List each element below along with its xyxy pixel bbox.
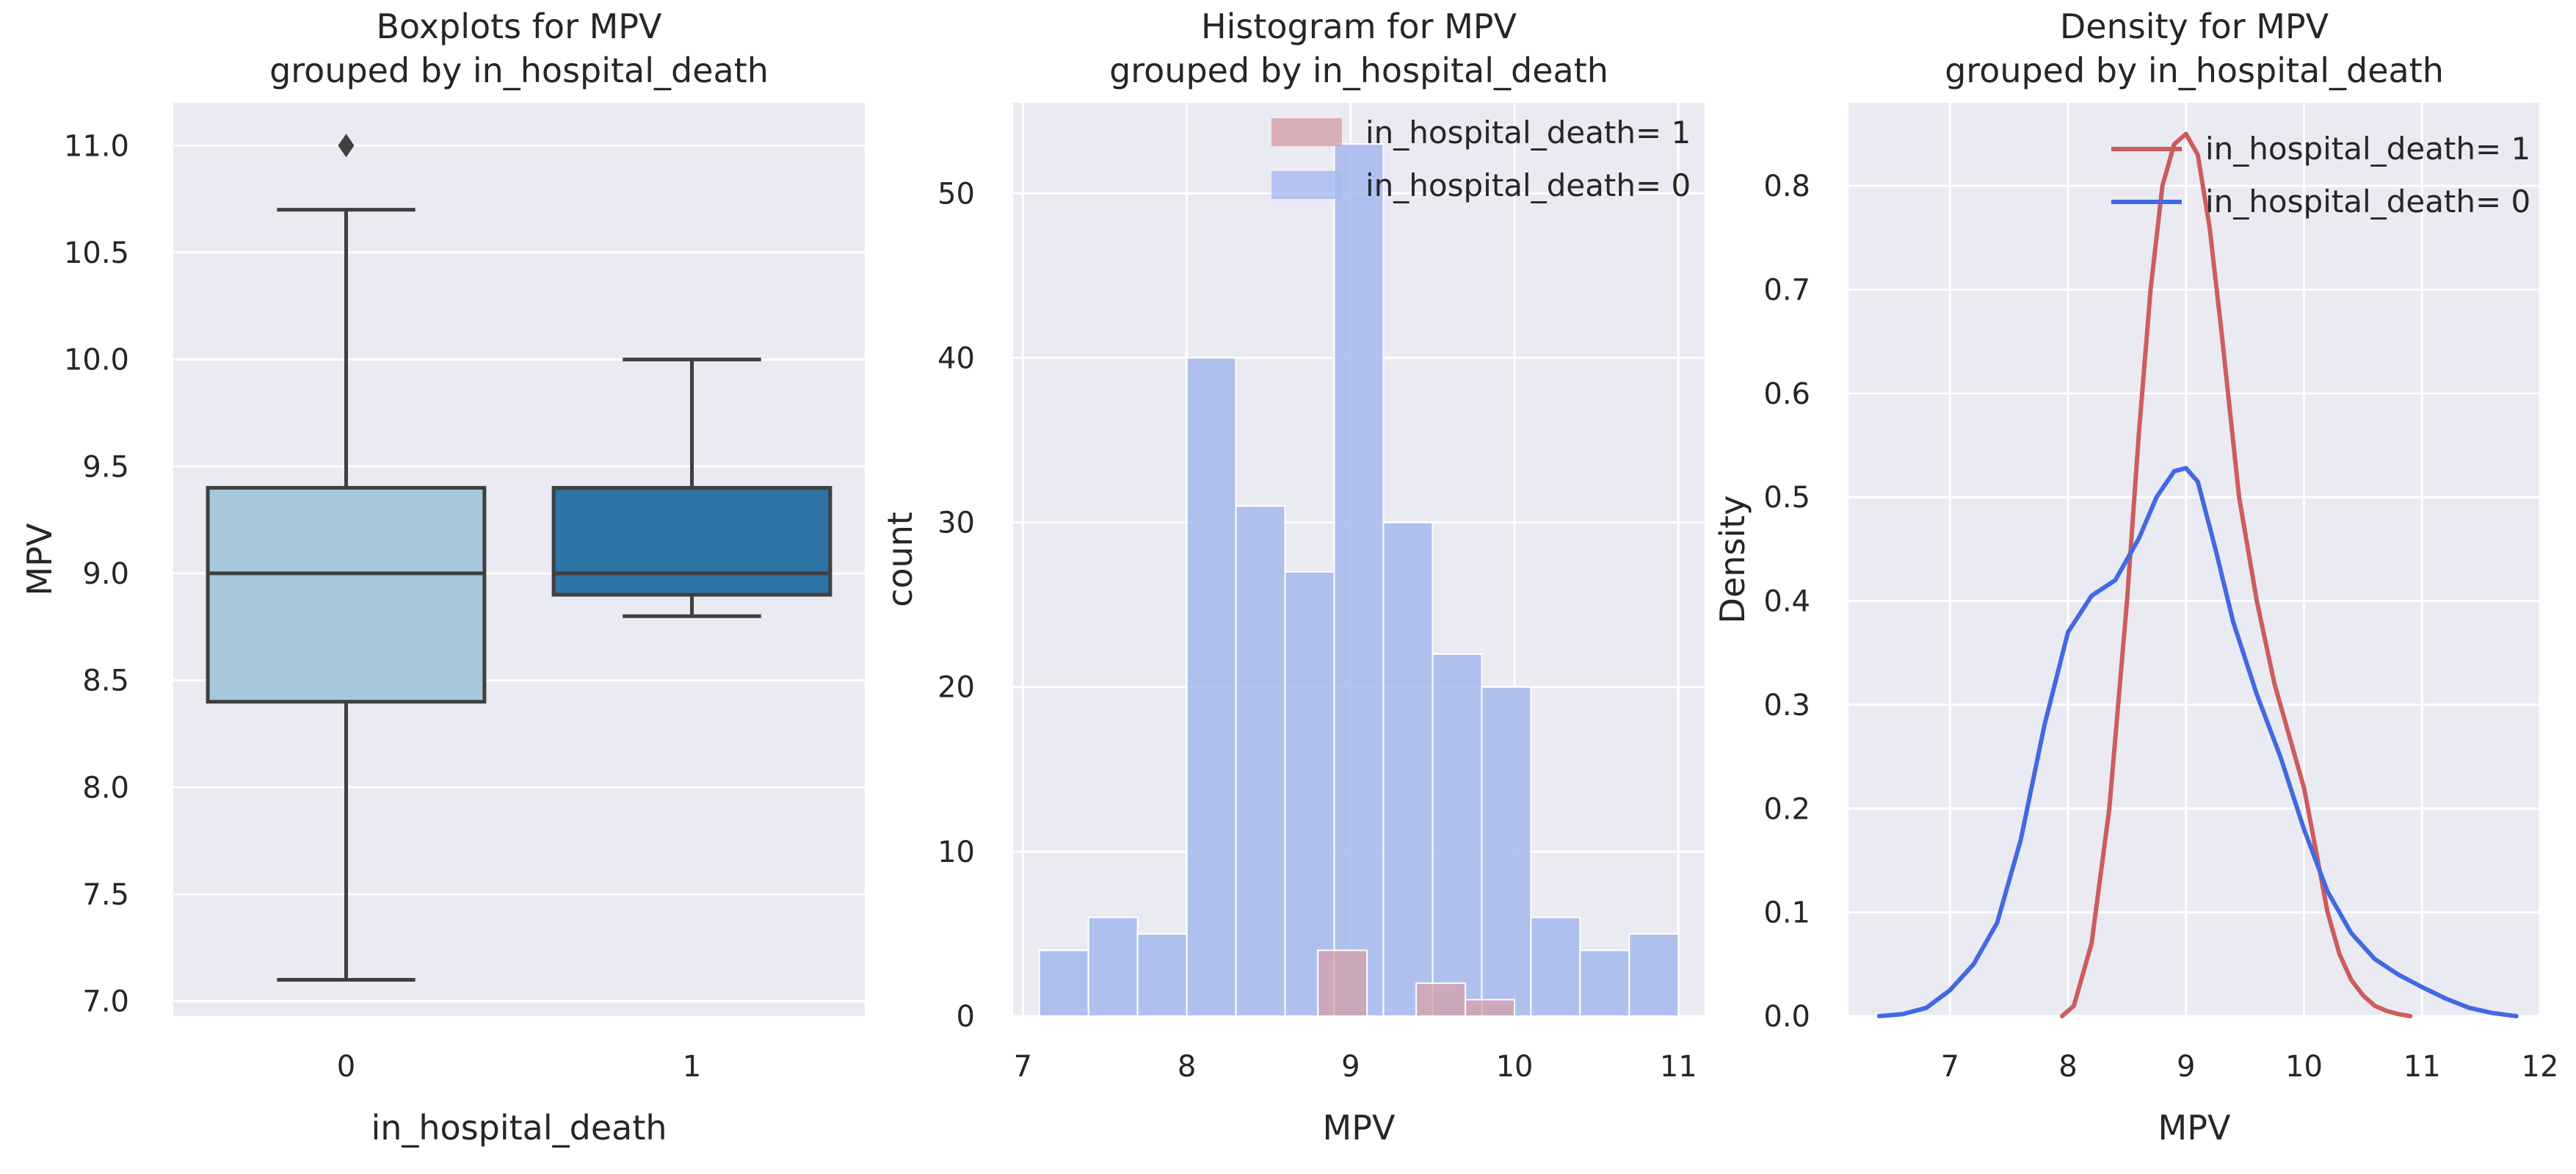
density-line-death-0 <box>1876 465 2519 1018</box>
x-axis-label: in_hospital_death <box>371 1108 667 1148</box>
density-panel: 0.0 0.1 0.2 0.3 0.4 0.5 0.6 0.7 0.8 7 8 9 10 11 12 in_h… <box>1713 7 2558 1148</box>
x-tick-label: 1 <box>683 1050 701 1084</box>
box-body <box>206 485 487 704</box>
legend-swatch <box>1271 118 1342 146</box>
x-tick-label: 8 <box>1178 1050 1196 1084</box>
density-line-death-1 <box>2060 131 2413 1018</box>
y-tick-label: 0.5 <box>1763 481 1810 515</box>
hist-series-death-0 <box>1038 143 1680 1018</box>
x-tick-label: 0 <box>337 1050 355 1084</box>
y-tick-label: 10 <box>937 836 975 869</box>
chart-title-line-2: grouped by in_hospital_death <box>269 51 769 90</box>
y-tick-label: 0.0 <box>1763 1000 1810 1034</box>
hist-bar <box>1235 505 1286 1017</box>
outlier-point <box>338 134 355 158</box>
hist-bar <box>1579 949 1630 1017</box>
y-tick-label: 0 <box>957 1000 975 1034</box>
y-tick-label: 0.8 <box>1763 170 1810 203</box>
x-axis-label: MPV <box>1323 1108 1396 1148</box>
hist-bar <box>1087 916 1139 1018</box>
y-tick-label: 11.0 <box>64 129 129 163</box>
hist-bar <box>1317 949 1368 1017</box>
y-tick-label: 0.7 <box>1763 273 1810 307</box>
y-tick-label: 10.0 <box>64 344 129 377</box>
hist-bar <box>1481 686 1532 1018</box>
y-tick-label: 7.0 <box>82 985 129 1019</box>
legend: in_hospital_death= 1 in_hospital_death= 0 <box>2111 131 2530 220</box>
x-tick-label: 9 <box>2177 1050 2195 1084</box>
hist-bar <box>1038 949 1089 1017</box>
legend-label: in_hospital_death= 0 <box>1365 167 1691 203</box>
hist-bar <box>1530 916 1581 1018</box>
box-0 <box>206 134 487 982</box>
y-axis-label: count <box>880 512 920 607</box>
x-tick-label: 9 <box>1341 1050 1360 1084</box>
chart-title-line-1: Density for MPV <box>2060 7 2329 46</box>
y-tick-label: 9.5 <box>82 450 129 484</box>
box-body <box>551 485 832 597</box>
x-tick-label: 7 <box>1941 1050 1959 1084</box>
chart-title-line-2: grouped by in_hospital_death <box>1945 51 2444 90</box>
x-tick-label: 10 <box>1496 1050 1534 1084</box>
x-tick-label: 11 <box>2403 1050 2441 1084</box>
y-tick-label: 20 <box>937 671 975 705</box>
chart-title-line-1: Boxplots for MPV <box>376 7 662 46</box>
hist-bar <box>1628 932 1680 1018</box>
y-axis-label: MPV <box>20 523 59 595</box>
y-tick-label: 10.5 <box>64 236 129 270</box>
hist-bar <box>1136 932 1188 1018</box>
y-tick-label: 0.6 <box>1763 377 1810 411</box>
boxplot-panel: 7.0 7.5 8.0 8.5 9.0 9.5 10.0 10.5 11.0 0 1 in_hospi… <box>20 7 865 1148</box>
box-1 <box>551 358 832 618</box>
y-axis-label: Density <box>1713 496 1752 624</box>
y-tick-label: 0.3 <box>1763 689 1810 722</box>
y-tick-label: 0.4 <box>1763 585 1810 619</box>
x-tick-label: 11 <box>1660 1050 1697 1084</box>
plot-area <box>1848 103 2540 1016</box>
chart-title-line-1: Histogram for MPV <box>1201 7 1517 46</box>
legend: in_hospital_death= 1 in_hospital_death= 0 <box>1271 115 1691 203</box>
hist-bar <box>1465 999 1516 1017</box>
hist-bar <box>1415 982 1467 1017</box>
y-tick-label: 9.0 <box>82 557 129 591</box>
hist-bar <box>1284 570 1335 1017</box>
x-axis-label: MPV <box>2158 1108 2231 1148</box>
legend-swatch <box>1271 171 1342 199</box>
y-tick-label: 30 <box>937 507 975 540</box>
y-tick-label: 40 <box>937 341 975 375</box>
x-tick-label: 10 <box>2285 1050 2323 1084</box>
y-tick-label: 50 <box>937 177 975 211</box>
hist-series-death-1 <box>1317 949 1516 1017</box>
hist-bar <box>1186 357 1237 1018</box>
y-tick-label: 8.5 <box>82 664 129 698</box>
chart-title-line-2: grouped by in_hospital_death <box>1109 51 1608 90</box>
legend-label: in_hospital_death= 1 <box>2205 131 2530 167</box>
y-tick-label: 7.5 <box>82 878 129 912</box>
x-tick-label: 12 <box>2522 1050 2559 1084</box>
y-tick-label: 0.2 <box>1763 792 1810 826</box>
legend-label: in_hospital_death= 0 <box>2205 184 2530 220</box>
hist-bar <box>1333 143 1385 1018</box>
hist-bar <box>1382 521 1434 1017</box>
y-tick-label: 8.0 <box>82 771 129 805</box>
x-tick-label: 7 <box>1014 1050 1032 1084</box>
x-tick-label: 8 <box>2058 1050 2077 1084</box>
y-tick-label: 0.1 <box>1763 896 1810 930</box>
hist-bar <box>1432 653 1483 1017</box>
legend-label: in_hospital_death= 1 <box>1365 115 1691 151</box>
